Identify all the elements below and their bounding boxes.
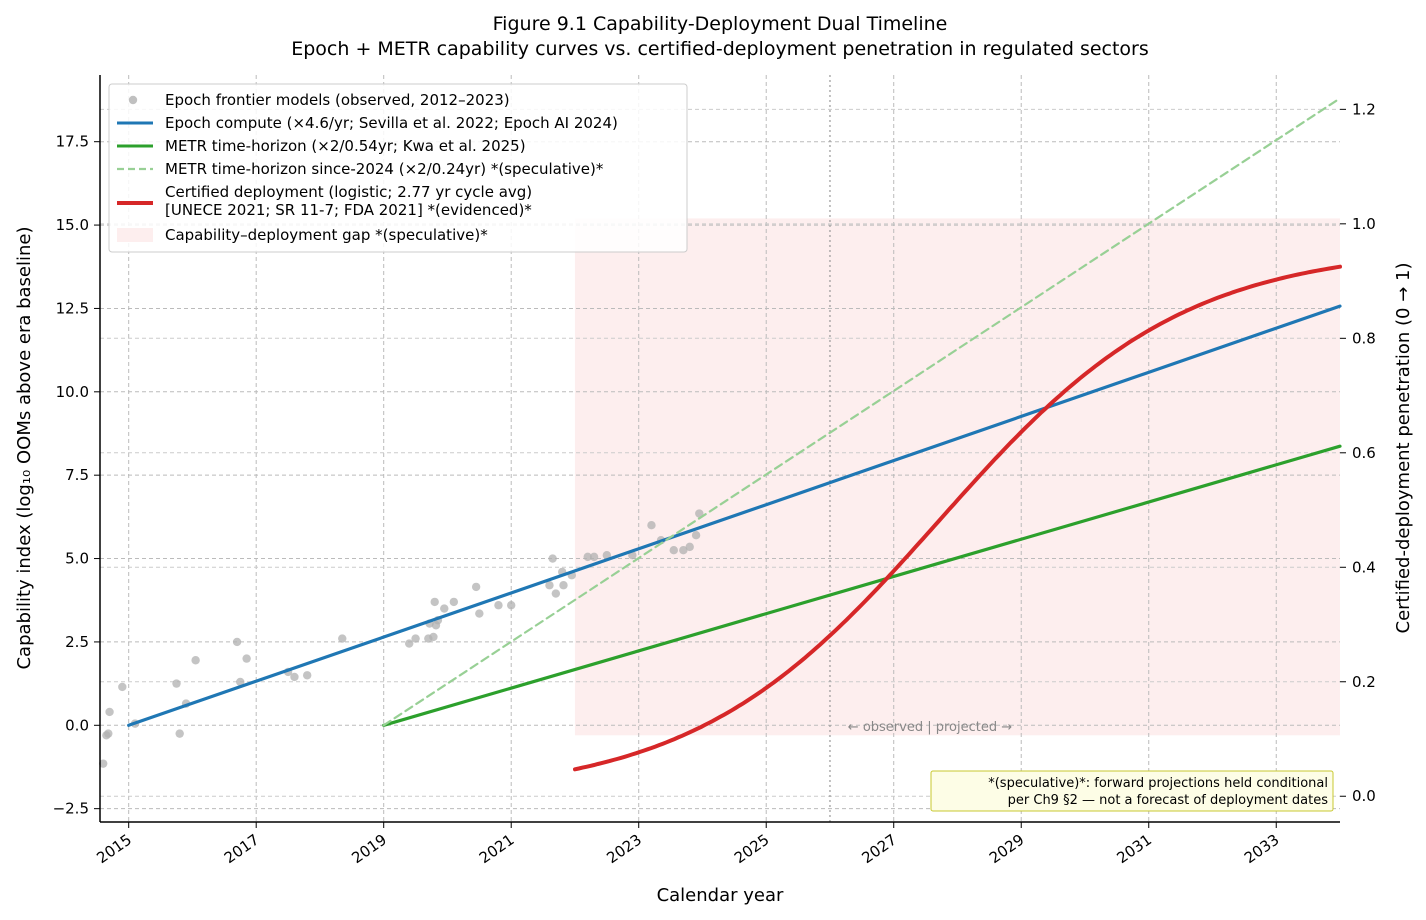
y-left-tick-label-0: −2.5 — [53, 800, 89, 818]
scatter-point-44 — [669, 546, 678, 555]
scatter-point-19 — [411, 634, 420, 643]
legend-label-4-1: [UNECE 2021; SR 11-7; FDA 2021] *(eviden… — [165, 201, 532, 219]
scatter-point-34 — [551, 589, 561, 598]
y-left-tick-label-1: 0.0 — [65, 716, 89, 734]
legend-label-3-0: METR time-horizon since-2024 (×2/0.24yr)… — [165, 160, 604, 178]
speculative-note: *(speculative)*: forward projections hel… — [930, 770, 1334, 812]
scatter-point-3 — [104, 729, 113, 738]
chart-subtitle: Epoch + METR capability curves vs. certi… — [291, 38, 1149, 60]
scatter-point-47 — [691, 531, 701, 540]
gap-region — [574, 218, 1340, 736]
series-line-2 — [382, 444, 1342, 727]
scatter-point-12 — [236, 677, 245, 687]
scatter-point-11 — [232, 637, 242, 647]
scatter-point-8 — [175, 729, 184, 738]
speculative-note-line1: *(speculative)*: forward projections hel… — [988, 776, 1328, 791]
chart-title: Figure 9.1 Capability-Deployment Dual Ti… — [493, 13, 948, 35]
scatter-point-17 — [338, 634, 347, 643]
scatter-point-33 — [548, 554, 557, 563]
series-line-1 — [127, 304, 1342, 727]
scatter-point-15 — [290, 672, 299, 682]
observed-projected-label: ← observed | projected → — [848, 720, 1012, 735]
scatter-point-5 — [118, 682, 127, 692]
y-right-tick-label-0: 0.0 — [1352, 787, 1376, 805]
scatter-point-26 — [440, 604, 449, 613]
series-line-4 — [573, 264, 1342, 772]
scatter-point-18 — [405, 639, 414, 648]
y-left-tick-label-8: 17.5 — [56, 133, 89, 151]
scatter-point-23 — [430, 597, 439, 607]
y-left-tick-label-5: 10.0 — [56, 383, 89, 401]
y-left-tick-label-2: 2.5 — [65, 633, 89, 651]
scatter-point-22 — [429, 632, 438, 642]
x-axis-label: Calendar year — [657, 885, 784, 906]
scatter-point-1 — [98, 759, 108, 768]
scatter-point-13 — [242, 654, 251, 663]
scatter-point-30 — [494, 601, 503, 610]
scatter-point-42 — [647, 521, 656, 530]
scatter-point-28 — [471, 582, 481, 592]
scatter-point-36 — [559, 581, 568, 590]
scatter-point-48 — [695, 509, 704, 518]
y-right-tick-label-6: 1.2 — [1352, 100, 1376, 118]
series-line-3 — [382, 97, 1342, 727]
scatter-point-32 — [545, 581, 554, 590]
scatter-point-40 — [602, 551, 612, 560]
scatter-point-45 — [679, 546, 688, 555]
legend-label-5-0: Capability–deployment gap *(speculative)… — [165, 226, 488, 244]
scatter-point-29 — [475, 609, 484, 618]
scatter-point-10 — [191, 656, 200, 665]
scatter-point-38 — [583, 552, 592, 562]
scatter-point-46 — [685, 542, 694, 552]
y-right-tick-label-2: 0.4 — [1352, 558, 1376, 576]
legend-label-2-0: METR time-horizon (×2/0.54yr; Kwa et al.… — [165, 137, 526, 155]
scatter-point-4 — [105, 707, 114, 717]
scatter-point-7 — [172, 679, 181, 688]
legend-box — [108, 83, 688, 253]
y-right-tick-label-5: 1.0 — [1352, 215, 1376, 233]
y-left-tick-label-3: 5.0 — [65, 550, 89, 568]
speculative-note-line2: per Ch9 §2 — not a forecast of deploymen… — [1008, 793, 1329, 808]
legend-label-0-0: Epoch frontier models (observed, 2012–20… — [165, 91, 510, 109]
y-right-tick-label-3: 0.6 — [1352, 444, 1376, 462]
scatter-point-27 — [449, 597, 459, 607]
y-axis-label-right: Certified-deployment penetration (0 → 1) — [1393, 263, 1414, 634]
y-right-tick-label-1: 0.2 — [1352, 673, 1376, 691]
legend-label-4-0: Certified deployment (logistic; 2.77 yr … — [165, 183, 532, 201]
legend-label-1-0: Epoch compute (×4.6/yr; Sevilla et al. 2… — [165, 114, 618, 132]
scatter-point-39 — [589, 552, 599, 562]
scatter-point-16 — [302, 671, 312, 680]
scatter-point-31 — [507, 601, 516, 610]
y-left-tick-label-4: 7.5 — [65, 466, 89, 484]
y-left-tick-label-6: 12.5 — [56, 299, 89, 317]
legend-swatch-0 — [128, 95, 138, 105]
y-left-tick-label-7: 15.0 — [56, 216, 89, 234]
y-right-tick-label-4: 0.8 — [1352, 329, 1376, 347]
y-axis-label-left: Capability index (log₁₀ OOMs above era b… — [14, 226, 35, 669]
legend-swatch-5 — [117, 228, 153, 242]
